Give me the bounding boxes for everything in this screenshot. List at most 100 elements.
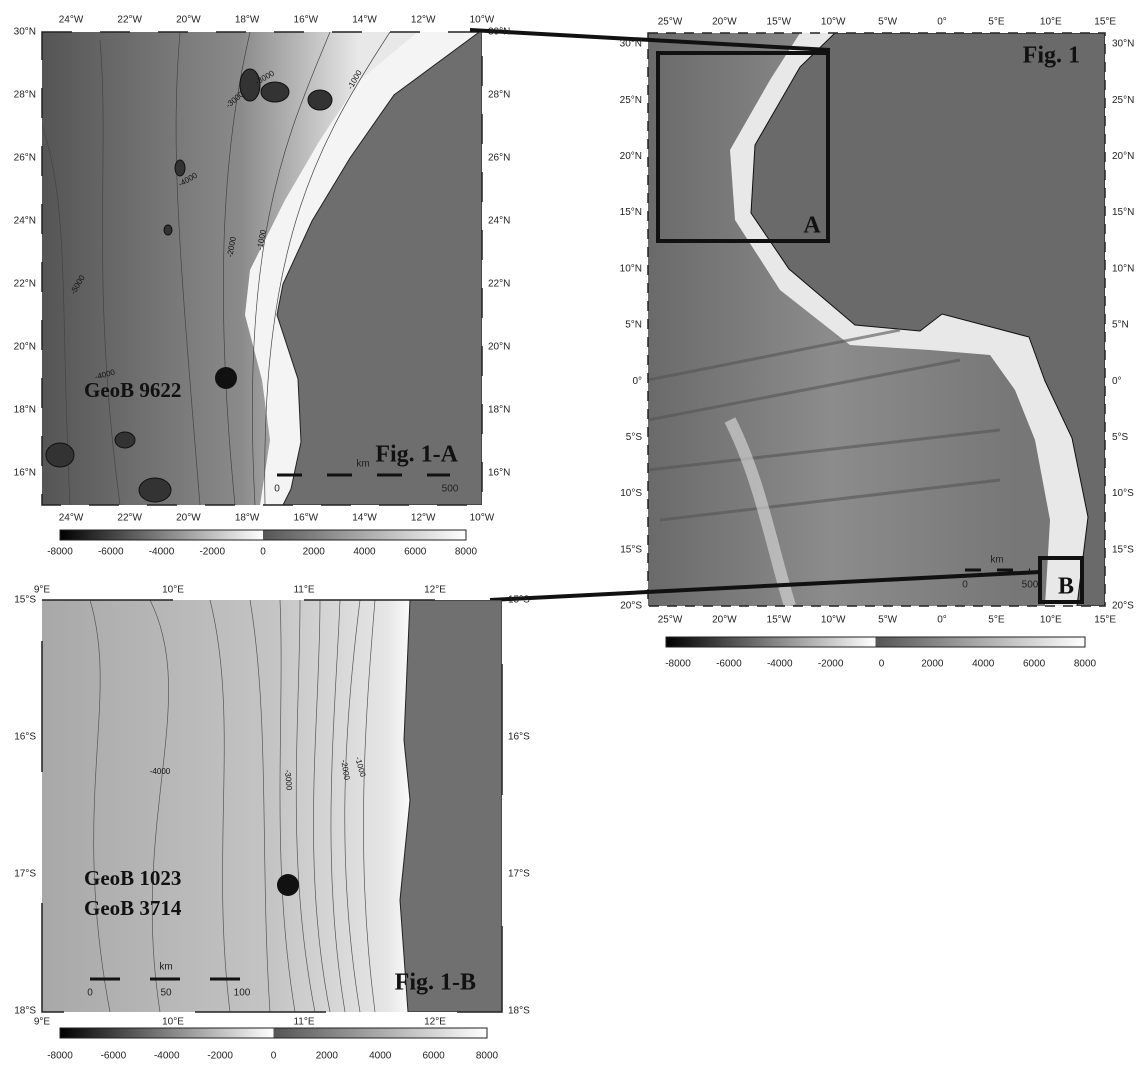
x-axis-label: 16°W — [294, 15, 319, 26]
colorbar-label: -2000 — [818, 659, 844, 670]
y-axis-label: 26°N — [14, 153, 36, 164]
y-axis-label: 28°N — [14, 90, 36, 101]
x-axis-label: 10°E — [162, 585, 184, 596]
site-label: GeoB 9622 — [84, 378, 181, 402]
colorbar-label: -2000 — [207, 1051, 233, 1062]
x-axis-label: 12°E — [424, 585, 446, 596]
scale-label: 0 — [274, 484, 280, 495]
y-axis-label: 25°N — [1112, 95, 1134, 106]
map-a — [40, 30, 482, 505]
y-axis-label: 18°N — [488, 405, 510, 416]
y-axis-label: 20°N — [14, 342, 36, 353]
y-axis-label: 15°S — [1112, 544, 1134, 555]
y-axis-label: 16°S — [14, 732, 36, 743]
x-axis-label: 24°W — [59, 513, 84, 524]
x-axis-label: 11°E — [293, 585, 314, 596]
y-axis-label: 30°N — [620, 39, 642, 50]
y-axis-label: 17°S — [14, 869, 36, 880]
x-axis-label: 10°W — [821, 615, 846, 626]
y-axis-label: 26°N — [488, 153, 510, 164]
x-axis-label: 0° — [937, 615, 947, 626]
colorbar-label: 8000 — [455, 547, 478, 558]
map-b — [42, 600, 502, 1012]
y-axis-label: 15°S — [620, 544, 642, 555]
y-axis-label: 10°N — [1112, 263, 1134, 274]
x-axis-label: 20°W — [712, 615, 737, 626]
x-axis-label: 12°E — [424, 1017, 446, 1028]
colorbar-label: -4000 — [767, 659, 793, 670]
y-axis-label: 10°S — [620, 488, 642, 499]
x-axis-label: 5°W — [878, 615, 898, 626]
colorbar-label: -6000 — [716, 659, 742, 670]
scale-label: 100 — [234, 988, 251, 999]
x-axis-label: 11°E — [293, 1017, 314, 1028]
colorbar-label: -2000 — [199, 547, 225, 558]
y-axis-label: 0° — [632, 376, 642, 387]
x-axis-label: 14°W — [352, 513, 377, 524]
x-axis-label: 18°W — [235, 513, 260, 524]
colorbar-label: -4000 — [154, 1051, 180, 1062]
colorbar-label: -8000 — [47, 547, 73, 558]
colorbar-label: 4000 — [353, 547, 376, 558]
colorbar-label: 6000 — [423, 1051, 446, 1062]
y-axis-label: 0° — [1112, 376, 1122, 387]
x-axis-label: 15°E — [1094, 17, 1116, 28]
x-axis-label: 15°E — [1094, 615, 1116, 626]
x-axis-label: 5°E — [988, 615, 1005, 626]
scale-unit: km — [356, 459, 369, 470]
figure: 24°W24°W22°W22°W20°W20°W18°W18°W16°W16°W… — [0, 0, 1139, 1066]
x-axis-label: 20°W — [176, 513, 201, 524]
colorbar-label: 2000 — [316, 1051, 339, 1062]
y-axis-label: 15°N — [620, 207, 642, 218]
colorbar-label: 8000 — [476, 1051, 499, 1062]
scale-label: 50 — [160, 988, 172, 999]
box-label: B — [1058, 574, 1074, 600]
colorbar-label: -6000 — [101, 1051, 127, 1062]
x-axis-label: 10°E — [1040, 17, 1062, 28]
y-axis-label: 20°S — [620, 601, 642, 612]
x-axis-label: 0° — [937, 17, 947, 28]
x-axis-label: 18°W — [235, 15, 260, 26]
colorbar-label: 2000 — [921, 659, 944, 670]
colorbar-label: 0 — [879, 659, 885, 670]
y-axis-label: 30°N — [488, 27, 510, 38]
y-axis-label: 5°N — [625, 320, 642, 331]
x-axis-label: 9°E — [34, 1017, 51, 1028]
colorbar-main — [666, 637, 1085, 647]
y-axis-label: 16°N — [14, 468, 36, 479]
figure-title: Fig. 1 — [1023, 43, 1080, 69]
y-axis-label: 20°N — [488, 342, 510, 353]
x-axis-label: 14°W — [352, 15, 377, 26]
scale-label: 0 — [87, 988, 93, 999]
x-axis-label: 10°W — [470, 15, 495, 26]
colorbar-label: -6000 — [98, 547, 124, 558]
x-axis-label: 25°W — [658, 17, 683, 28]
y-axis-label: 10°S — [1112, 488, 1134, 499]
x-axis-label: 22°W — [117, 15, 142, 26]
colorbar-b — [60, 1028, 487, 1038]
x-axis-label: 5°W — [878, 17, 898, 28]
y-axis-label: 5°N — [1112, 320, 1129, 331]
x-axis-label: 15°W — [767, 17, 792, 28]
x-axis-label: 10°W — [470, 513, 495, 524]
y-axis-label: 20°N — [620, 151, 642, 162]
x-axis-label: 25°W — [658, 615, 683, 626]
map-main — [648, 33, 1105, 606]
x-axis-label: 22°W — [117, 513, 142, 524]
colorbar-label: 8000 — [1074, 659, 1097, 670]
y-axis-label: 10°N — [620, 263, 642, 274]
scale-unit: km — [990, 555, 1003, 566]
scale-label: 500 — [1022, 580, 1039, 591]
colorbar-a — [60, 530, 466, 540]
colorbar-label: -8000 — [47, 1051, 73, 1062]
y-axis-label: 20°S — [1112, 601, 1134, 612]
y-axis-label: 17°S — [508, 869, 530, 880]
x-axis-label: 12°W — [411, 15, 436, 26]
x-axis-label: 16°W — [294, 513, 319, 524]
scale-label: 500 — [442, 484, 459, 495]
colorbar-label: 4000 — [972, 659, 995, 670]
y-axis-label: 18°S — [14, 1006, 36, 1017]
scale-unit: km — [159, 962, 172, 973]
y-axis-label: 25°N — [620, 95, 642, 106]
y-axis-label: 5°S — [1112, 432, 1129, 443]
